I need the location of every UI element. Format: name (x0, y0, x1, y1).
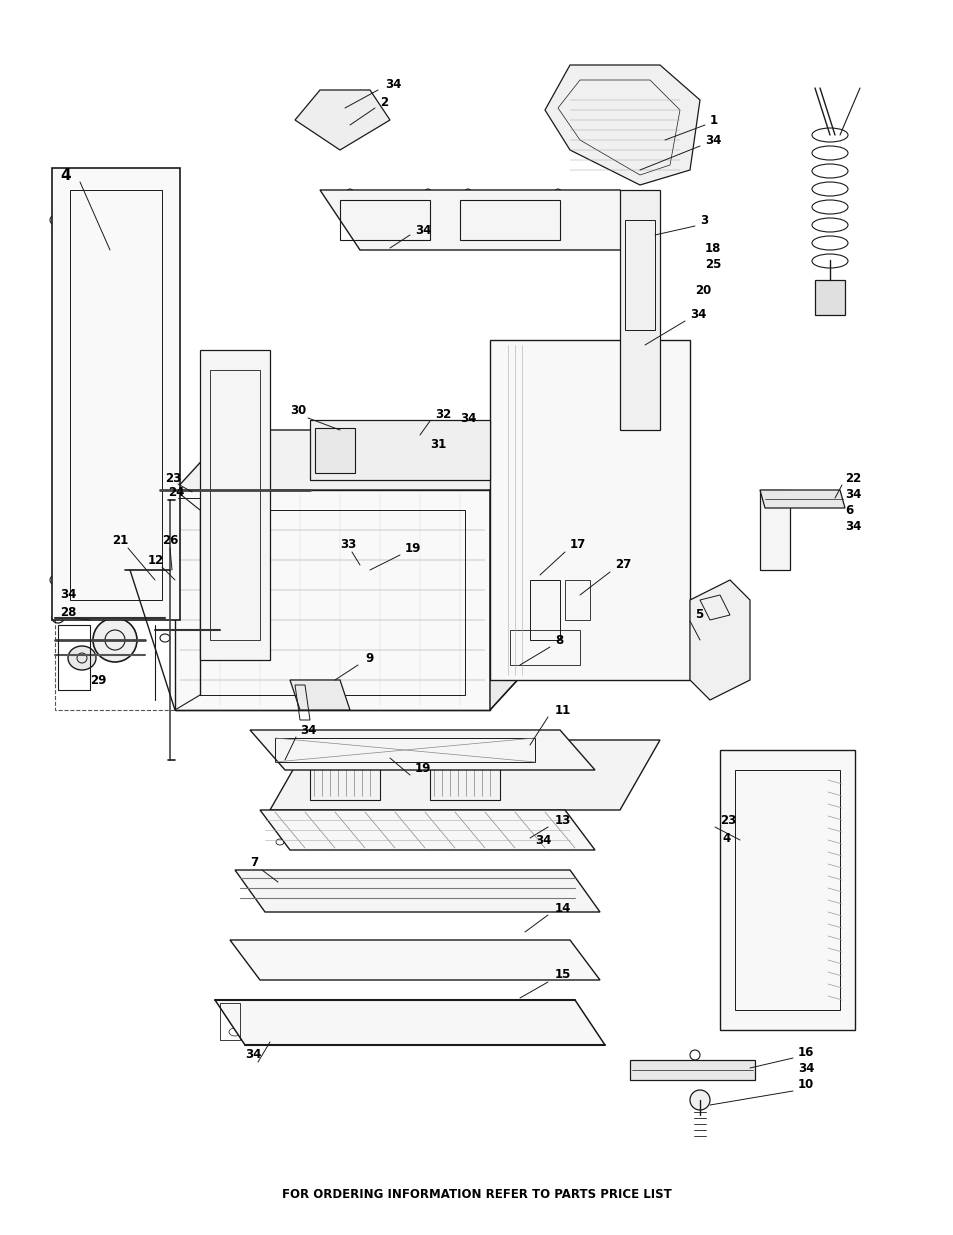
Ellipse shape (92, 618, 137, 662)
Polygon shape (250, 730, 595, 769)
Polygon shape (294, 90, 390, 149)
Text: 32: 32 (435, 409, 451, 421)
Text: 31: 31 (430, 438, 446, 452)
Text: 34: 34 (385, 79, 401, 91)
Text: 34: 34 (844, 488, 861, 500)
Polygon shape (689, 580, 749, 700)
Text: 15: 15 (555, 968, 571, 982)
Text: 18: 18 (704, 242, 720, 254)
Text: 9: 9 (365, 652, 373, 664)
Text: 19: 19 (405, 541, 421, 555)
Polygon shape (490, 340, 689, 680)
Text: 28: 28 (60, 605, 76, 619)
Text: 17: 17 (569, 538, 586, 552)
Text: FOR ORDERING INFORMATION REFER TO PARTS PRICE LIST: FOR ORDERING INFORMATION REFER TO PARTS … (282, 1188, 671, 1202)
Polygon shape (234, 869, 599, 911)
Polygon shape (319, 190, 659, 249)
Polygon shape (629, 1060, 754, 1079)
Polygon shape (720, 750, 854, 1030)
Polygon shape (174, 490, 490, 710)
Text: 34: 34 (704, 133, 720, 147)
Text: 34: 34 (535, 834, 551, 846)
Text: 34: 34 (459, 411, 476, 425)
Text: 3: 3 (700, 214, 707, 226)
Text: 19: 19 (415, 762, 431, 774)
Polygon shape (490, 430, 544, 710)
Text: 25: 25 (704, 258, 720, 270)
Ellipse shape (689, 1091, 709, 1110)
Text: 23: 23 (165, 472, 181, 484)
Text: 10: 10 (797, 1078, 814, 1092)
Text: 34: 34 (797, 1062, 814, 1074)
Text: 14: 14 (555, 902, 571, 914)
Text: 34: 34 (415, 224, 431, 236)
Text: 34: 34 (844, 520, 861, 532)
Text: 34: 34 (245, 1049, 261, 1062)
Text: 30: 30 (290, 404, 306, 416)
Polygon shape (174, 430, 544, 490)
Text: 7: 7 (250, 856, 258, 868)
Text: 34: 34 (299, 724, 316, 736)
Text: 16: 16 (797, 1046, 814, 1058)
Text: 33: 33 (339, 538, 355, 552)
Text: 21: 21 (112, 534, 128, 547)
Polygon shape (52, 168, 180, 620)
Polygon shape (270, 740, 659, 810)
Text: 22: 22 (844, 472, 861, 484)
Text: 20: 20 (695, 284, 711, 296)
Polygon shape (314, 429, 355, 473)
Polygon shape (200, 350, 270, 659)
Text: 11: 11 (555, 704, 571, 716)
Text: 34: 34 (689, 309, 705, 321)
Ellipse shape (68, 646, 96, 671)
Text: 34: 34 (60, 589, 76, 601)
Text: 23: 23 (720, 814, 736, 826)
Text: 1: 1 (709, 114, 718, 126)
Polygon shape (214, 1000, 604, 1045)
Polygon shape (544, 65, 700, 185)
Polygon shape (760, 490, 844, 508)
Text: 2: 2 (379, 95, 388, 109)
Polygon shape (230, 940, 599, 981)
Polygon shape (260, 810, 595, 850)
Polygon shape (290, 680, 350, 710)
Text: 27: 27 (615, 558, 631, 572)
Text: 12: 12 (148, 553, 164, 567)
Text: 13: 13 (555, 814, 571, 826)
Polygon shape (760, 490, 789, 571)
Text: 26: 26 (162, 534, 178, 547)
Text: 4: 4 (721, 831, 729, 845)
Polygon shape (619, 190, 659, 430)
Text: 24: 24 (168, 485, 184, 499)
Text: 6: 6 (844, 504, 852, 516)
Text: 29: 29 (90, 673, 107, 687)
Text: 4: 4 (60, 168, 71, 183)
Polygon shape (310, 420, 490, 480)
Polygon shape (814, 280, 844, 315)
Text: 8: 8 (555, 634, 562, 646)
Text: 5: 5 (695, 609, 702, 621)
